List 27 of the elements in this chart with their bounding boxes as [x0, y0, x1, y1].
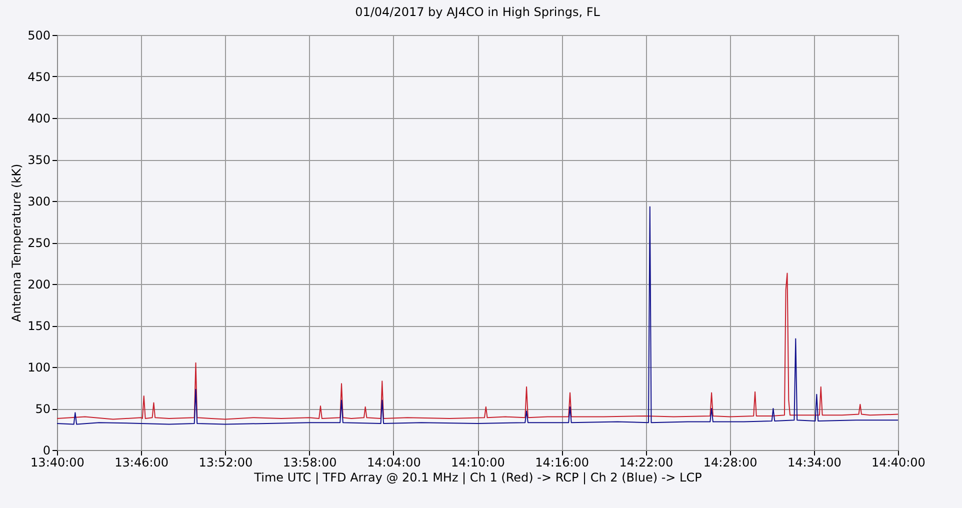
x-tick-label: 14:04:00	[366, 456, 421, 470]
x-tick-label: 14:22:00	[619, 456, 674, 470]
y-tick-label: 100	[28, 360, 50, 374]
x-tick-label: 14:10:00	[451, 456, 505, 470]
x-tick-label: 13:58:00	[282, 456, 337, 470]
x-axis-title: Time UTC | TFD Array @ 20.1 MHz | Ch 1 (Red) -> RCP | Ch 2 (Blue) -> LCP	[253, 470, 702, 484]
y-tick-label: 450	[28, 70, 50, 84]
line-series	[57, 272, 898, 420]
line-series	[57, 206, 898, 425]
x-tick-label: 13:40:00	[30, 456, 84, 470]
y-tick-label: 150	[28, 319, 50, 333]
y-tick-label: 0	[42, 444, 50, 458]
y-tick-label: 50	[35, 402, 50, 416]
chart-title: 01/04/2017 by AJ4CO in High Springs, FL	[355, 5, 600, 19]
y-tick-label: 500	[28, 28, 50, 42]
y-tick-label: 250	[28, 236, 50, 250]
x-tick-label: 13:52:00	[198, 456, 253, 470]
y-tick-label: 300	[28, 194, 50, 208]
y-tick-label: 200	[28, 278, 50, 292]
x-tick-label: 14:40:00	[872, 456, 926, 470]
y-tick-label: 400	[28, 112, 50, 126]
x-tick-label: 14:34:00	[787, 456, 842, 470]
x-tick-label: 14:28:00	[703, 456, 758, 470]
y-tick-label: 350	[28, 153, 50, 167]
y-axis-title: Antenna Temperature (kK)	[10, 164, 24, 322]
x-tick-label: 13:46:00	[114, 456, 169, 470]
x-tick-label: 14:16:00	[535, 456, 590, 470]
